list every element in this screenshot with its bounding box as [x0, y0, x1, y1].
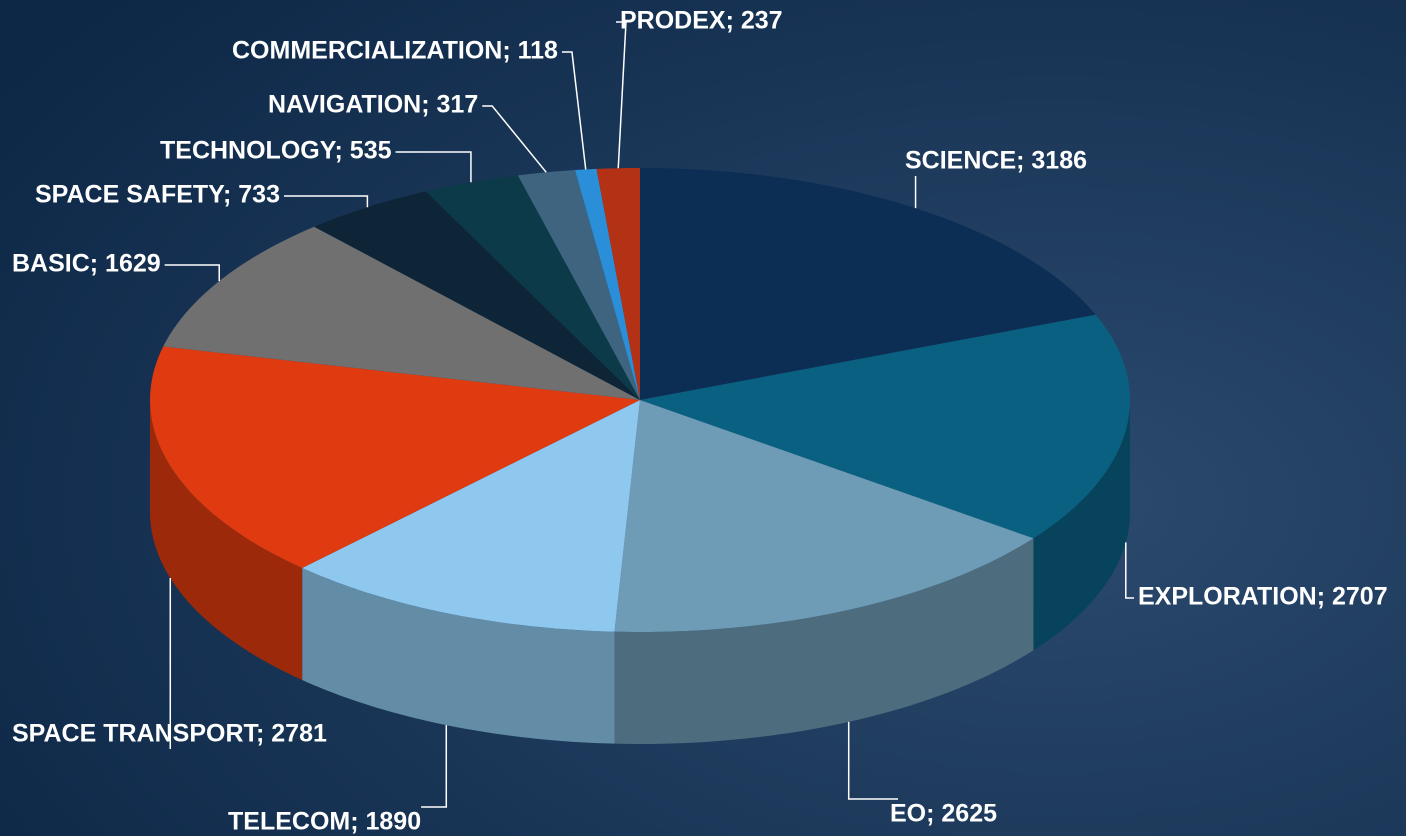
slice — [640, 314, 1130, 539]
leader-line — [482, 105, 547, 173]
leader-line — [847, 721, 898, 800]
leader-line — [561, 51, 587, 170]
leader-line — [1125, 542, 1134, 599]
slice-label: SPACE TRANSPORT; 2781 — [12, 720, 327, 748]
slice — [314, 191, 640, 400]
slice-label: PRODEX; 237 — [620, 7, 783, 35]
slice — [425, 175, 640, 400]
slice-label: SPACE SAFETY; 733 — [35, 181, 280, 209]
slice-label: EO; 2625 — [890, 800, 997, 828]
leader-line — [421, 725, 448, 808]
slice-side — [1033, 400, 1130, 651]
slice — [302, 400, 640, 632]
slice-label: BASIC; 1629 — [12, 250, 161, 278]
slice — [517, 170, 640, 400]
slice-label: EXPLORATION; 2707 — [1138, 583, 1388, 611]
leader-line — [395, 151, 472, 183]
slice — [640, 168, 1096, 400]
slice-label: TECHNOLOGY; 535 — [160, 137, 392, 165]
slice-side — [614, 538, 1034, 744]
slice-side — [302, 568, 615, 744]
leader-line — [283, 195, 369, 208]
slice — [596, 168, 640, 400]
slice-label: SCIENCE; 3186 — [905, 147, 1087, 175]
slice — [614, 400, 1034, 632]
slice-label: TELECOM; 1890 — [228, 808, 421, 836]
leader-line — [164, 264, 220, 282]
slice — [574, 168, 640, 400]
slice-label: NAVIGATION; 317 — [268, 91, 478, 119]
leader-line — [616, 21, 627, 169]
slice-label: COMMERCIALIZATION; 118 — [232, 37, 558, 65]
slice — [163, 226, 640, 400]
slice-side — [150, 400, 303, 681]
slice — [150, 346, 640, 569]
